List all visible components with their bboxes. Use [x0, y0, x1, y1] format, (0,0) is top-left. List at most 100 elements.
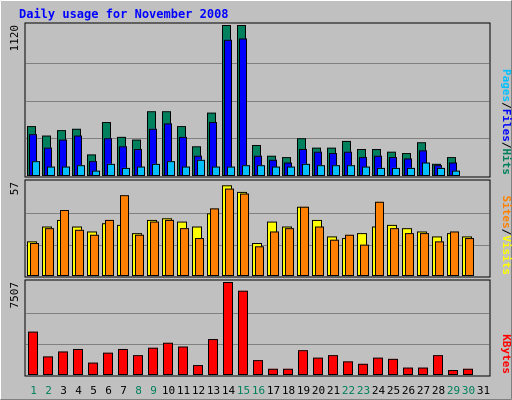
x-tick-label: 5 [90, 384, 97, 397]
bar-pages [317, 165, 325, 176]
bar-kbytes [238, 290, 248, 376]
bar-kbytes [418, 367, 428, 375]
legend-separator: / [500, 142, 512, 149]
bar-kbytes [328, 355, 338, 375]
x-tick-label: 22 [342, 384, 355, 397]
kbytes-panel: 7507 KBytes [8, 279, 512, 377]
bar-sites [75, 229, 84, 276]
bar-sites [285, 228, 294, 277]
bar-kbytes [403, 367, 413, 375]
bar-pages [257, 165, 265, 176]
bar-pages [197, 159, 205, 176]
bar-kbytes [118, 348, 128, 376]
bar-sites [210, 208, 219, 277]
bar-sites [390, 228, 399, 277]
bar-pages [452, 170, 460, 177]
bar-pages [92, 170, 100, 177]
bar-sites [330, 239, 339, 276]
bar-files [29, 134, 37, 176]
plot-area [24, 279, 491, 377]
legend-separator: / [500, 102, 512, 109]
bar-pages [362, 166, 370, 176]
bar-kbytes [448, 370, 458, 375]
bar-files [104, 138, 112, 176]
bar-kbytes [358, 363, 368, 375]
bar-pages [407, 167, 415, 177]
chart-title: Daily usage for November 2008 [19, 7, 229, 21]
x-tick-label: 19 [297, 384, 310, 397]
bar-pages [32, 161, 40, 177]
bar-pages [242, 165, 250, 176]
x-tick-label: 12 [192, 384, 205, 397]
bar-pages [272, 166, 280, 176]
x-tick-label: 14 [222, 384, 236, 397]
bar-kbytes [388, 358, 398, 375]
bar-kbytes [463, 368, 473, 376]
bar-sites [30, 243, 39, 277]
x-tick-label: 23 [357, 384, 370, 397]
bar-kbytes [223, 282, 233, 375]
x-tick-label: 11 [177, 384, 190, 397]
y-max-label: 57 [8, 182, 21, 195]
bar-kbytes [178, 346, 188, 375]
bar-kbytes [193, 365, 203, 376]
bar-sites [195, 238, 204, 276]
x-tick-label: 7 [120, 384, 127, 397]
bar-sites [105, 219, 114, 276]
bar-sites [435, 241, 444, 277]
bar-kbytes [43, 356, 53, 376]
bar-pages [152, 163, 160, 177]
bar-pages [287, 166, 295, 176]
bar-files [224, 39, 232, 177]
bar-pages [47, 166, 55, 176]
bar-sites [60, 210, 69, 277]
bar-sites [270, 231, 279, 276]
bar-pages [77, 165, 85, 176]
bar-pages [137, 166, 145, 176]
bar-sites [135, 234, 144, 276]
bar-pages [302, 163, 310, 177]
x-tick-label: 30 [462, 384, 475, 397]
bar-sites [300, 206, 309, 277]
x-tick-label: 13 [207, 384, 220, 397]
sites-visits-panel: 57 Sites/Visits [8, 179, 512, 278]
x-tick-label: 15 [237, 384, 250, 397]
x-tick-label: 10 [162, 384, 175, 397]
bar-sites [90, 234, 99, 276]
bar-sites [240, 193, 249, 276]
x-tick-label: 4 [75, 384, 82, 397]
legend: Sites/Visits [500, 196, 512, 276]
legend-sites: Sites [500, 196, 512, 229]
x-tick-label: 9 [150, 384, 157, 397]
bar-kbytes [268, 368, 278, 376]
legend-files: Files [500, 109, 512, 142]
x-tick-label: 18 [282, 384, 295, 397]
bar-pages [167, 161, 175, 177]
bar-kbytes [343, 361, 353, 375]
x-tick-label: 20 [312, 384, 325, 397]
bar-kbytes [313, 357, 323, 376]
x-tick-label: 24 [372, 384, 386, 397]
bar-pages [347, 165, 355, 176]
x-tick-label: 26 [402, 384, 415, 397]
bar-kbytes [73, 348, 83, 376]
x-tick-label: 25 [387, 384, 400, 397]
bar-pages [122, 167, 130, 177]
bar-files [239, 38, 247, 176]
bar-sites [345, 234, 354, 276]
bar-pages [377, 167, 385, 177]
bar-pages [392, 167, 400, 177]
x-tick-label: 21 [327, 384, 340, 397]
x-tick-label: 17 [267, 384, 280, 397]
bar-sites [165, 219, 174, 276]
bar-sites [420, 233, 429, 276]
x-tick-label: 8 [135, 384, 142, 397]
bar-kbytes [253, 360, 263, 376]
bar-sites [45, 228, 54, 277]
bar-pages [437, 167, 445, 177]
x-tick-label: 27 [417, 384, 430, 397]
bar-kbytes [88, 362, 98, 376]
bar-sites [360, 244, 369, 277]
